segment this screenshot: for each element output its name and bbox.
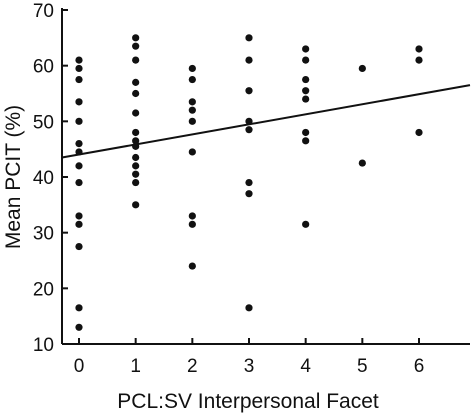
data-point [132,56,140,64]
x-tick-label: 6 [414,356,425,377]
data-point [188,117,196,125]
trendline-group [61,84,471,159]
data-points [75,34,423,331]
data-point [132,128,140,137]
data-point [132,78,140,86]
data-point [75,220,83,228]
x-tick-label: 2 [187,356,198,377]
data-point [75,148,83,156]
data-point [75,98,83,106]
data-point [75,64,83,73]
data-point [245,126,253,134]
x-tick-label: 1 [130,356,141,377]
x-tick-label: 0 [74,356,85,377]
y-tick-label: 20 [33,279,54,300]
data-point [75,162,83,170]
y-tick-label: 40 [33,168,54,189]
data-point [302,95,310,103]
data-point [75,304,83,312]
data-point [245,178,253,187]
data-point [245,87,253,95]
data-point [302,56,310,64]
data-point [188,148,196,156]
data-point [132,142,140,150]
x-tick-label: 5 [357,356,368,377]
data-point [75,140,83,148]
axes [61,8,470,345]
data-point [415,45,423,53]
trendline [61,84,471,159]
data-point [302,220,310,228]
data-point [245,117,253,125]
data-point [302,45,310,53]
data-point [245,190,253,198]
data-point [188,64,196,73]
x-tick-label: 4 [300,356,311,377]
y-tick-label: 50 [33,112,54,133]
data-point [415,128,423,137]
data-point [188,106,196,114]
data-point [302,128,310,137]
data-point [188,220,196,228]
data-point [75,75,83,84]
data-point [302,75,310,84]
data-point [75,212,83,220]
data-point [188,262,196,270]
data-point [358,159,366,167]
data-point [132,34,140,42]
data-point [132,170,140,178]
data-point [188,75,196,84]
data-point [132,137,140,145]
data-point [358,64,366,73]
data-point [245,34,253,42]
data-point [245,56,253,64]
y-tick-label: 60 [33,57,54,78]
data-point [132,109,140,117]
y-tick-label: 30 [33,224,54,245]
x-axis-title: PCL:SV Interpersonal Facet [117,390,379,413]
data-point [132,178,140,187]
data-point [302,137,310,145]
data-point [132,162,140,170]
data-point [132,42,140,50]
data-point [245,304,253,312]
y-tick-label: 70 [33,1,54,22]
x-tick-label: 3 [244,356,255,377]
data-point [415,56,423,64]
data-point [302,87,310,95]
y-axis-title: Mean PCIT (%) [2,105,25,249]
data-point [132,153,140,162]
data-point [75,178,83,187]
data-point [132,89,140,98]
data-point [75,323,83,331]
data-point [75,242,83,251]
data-point [132,201,140,209]
ticks: 10 20 30 40 50 60 70 0 1 2 3 4 5 6 [33,1,424,377]
y-tick-label: 10 [33,335,54,356]
data-point [188,98,196,106]
data-point [188,212,196,220]
data-point [75,117,83,125]
data-point [75,56,83,64]
